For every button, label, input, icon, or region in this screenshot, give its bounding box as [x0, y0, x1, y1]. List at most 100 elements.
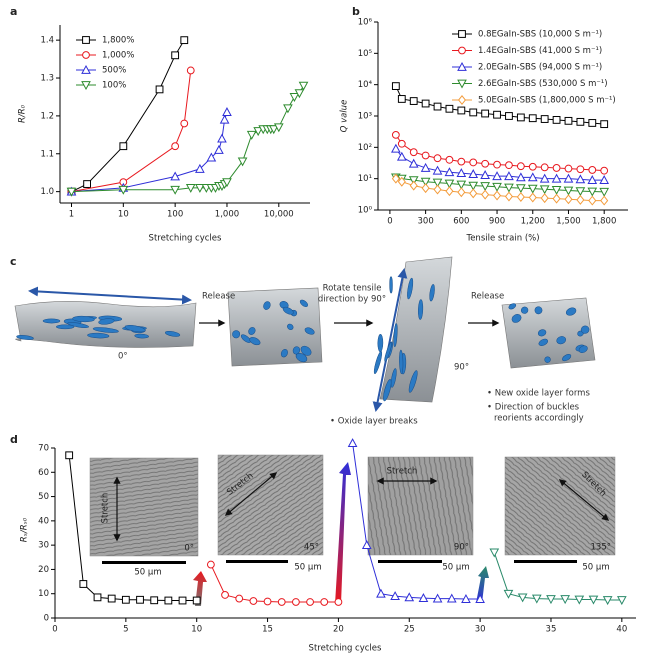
marker [192, 596, 201, 605]
y-tick-label: 1.2 [40, 111, 54, 121]
oxide-blob [299, 299, 309, 307]
marker [600, 195, 609, 206]
legend-marker [81, 81, 91, 91]
scale-bar [226, 560, 288, 563]
y-tick-label: 10⁶ [358, 18, 373, 28]
legend-label: 5.0EGaIn-SBS (1,800,000 S m⁻¹) [478, 96, 616, 106]
marker [433, 184, 442, 195]
marker [445, 186, 454, 197]
marker [504, 191, 513, 202]
marker [527, 172, 538, 182]
y-tick-label: 60 [38, 468, 49, 478]
legend-label: 0.8EGaIn-SBS (10,000 S m⁻¹) [478, 30, 602, 40]
marker [83, 180, 91, 188]
marker [444, 179, 455, 189]
marker [481, 109, 490, 118]
y-tick-label: 10⁴ [358, 80, 373, 90]
oxide-blob [565, 307, 577, 316]
marker [432, 593, 443, 603]
marker [206, 152, 217, 162]
legend-marker [457, 61, 467, 71]
marker [469, 108, 478, 117]
marker [516, 172, 526, 182]
marker [505, 112, 513, 120]
marker [397, 176, 406, 187]
marker [539, 185, 550, 195]
marker [404, 592, 415, 602]
marker [171, 142, 180, 151]
oxide-blob [67, 322, 89, 328]
marker [170, 171, 180, 181]
marker [249, 597, 258, 605]
marker [408, 176, 419, 186]
series-line [71, 85, 304, 193]
marker [599, 175, 610, 185]
marker [475, 594, 485, 603]
legend-marker [82, 36, 90, 44]
stretch-label: Stretch [387, 467, 418, 477]
oxide-blob [511, 314, 522, 323]
marker [489, 548, 500, 558]
marker [421, 151, 430, 160]
oxide-blob [389, 276, 393, 294]
x-tick-label: 1 [69, 210, 74, 220]
oxide-blob [544, 356, 551, 363]
marker [420, 162, 431, 172]
oxide-blob [92, 327, 119, 333]
marker [588, 595, 599, 605]
sheet [501, 297, 596, 369]
marker [391, 143, 401, 153]
marker [564, 116, 573, 125]
marker [391, 82, 400, 91]
oxide-blob [408, 370, 418, 393]
marker [217, 133, 227, 143]
marker [576, 165, 585, 174]
marker [171, 51, 180, 60]
marker [409, 97, 418, 105]
x-tick-label: 1,800 [592, 217, 616, 227]
note: • Direction of buckles [487, 403, 580, 413]
marker [516, 192, 525, 202]
oxide-blob [248, 327, 256, 335]
legend-marker [458, 30, 466, 38]
scale-label: 50 μm [582, 563, 609, 573]
marker [516, 113, 525, 122]
x-tick-label: 30 [475, 625, 486, 635]
legend-label: 100% [102, 81, 126, 91]
scale-label: 50 μm [294, 563, 321, 573]
marker [564, 164, 573, 173]
marker [221, 591, 229, 599]
x-tick-label: 35 [546, 625, 557, 635]
y-tick-label: 40 [38, 516, 49, 526]
transition-arrow [476, 566, 489, 603]
series-line [71, 39, 185, 193]
x-axis-title: Stretching cycles [309, 644, 382, 654]
marker [347, 438, 358, 448]
panel-label: b [352, 5, 360, 18]
y-tick-label: 10¹ [358, 174, 372, 184]
legend-marker [458, 46, 466, 55]
x-tick-label: 1,000 [215, 210, 239, 220]
marker [575, 174, 586, 184]
oxide-blob [300, 345, 312, 356]
sem-image [504, 456, 616, 556]
x-tick-label: 1,500 [556, 217, 580, 227]
marker [588, 166, 597, 174]
marker [504, 183, 514, 193]
transition-arrow [335, 462, 351, 604]
x-tick-label: 5 [123, 625, 128, 635]
marker [564, 194, 573, 205]
y-tick-label: 70 [38, 444, 49, 454]
marker [588, 119, 597, 127]
angle-label: 0° [118, 352, 128, 362]
chart: d Stretching cycles Rₛ/Rₛ₀ Stretch 0° 50 μm St… [10, 433, 636, 654]
marker [397, 139, 406, 148]
oxide-blob [373, 350, 383, 374]
marker [504, 171, 514, 181]
marker [289, 93, 300, 103]
legend-marker [82, 51, 90, 59]
oxide-blob [508, 303, 517, 310]
x-tick-label: 1,200 [521, 217, 545, 227]
